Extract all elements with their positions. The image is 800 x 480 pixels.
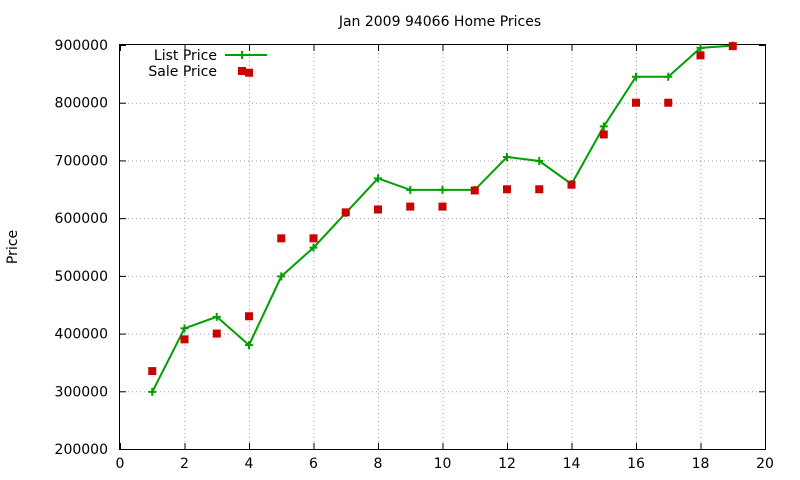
sale-price-point	[696, 51, 705, 60]
list-price-point	[180, 324, 189, 333]
x-tick-label: 4	[245, 456, 254, 472]
sale-price-point	[664, 98, 673, 107]
list-price-point	[245, 341, 253, 350]
list-price-point	[277, 272, 286, 281]
plot-frame	[119, 44, 766, 450]
list-price-point	[503, 152, 511, 161]
sale-price-point	[438, 202, 447, 211]
sale-price-point	[374, 205, 382, 214]
x-tick-label: 20	[756, 456, 774, 472]
list-price-point	[535, 157, 544, 166]
legend-marker-list-price	[238, 51, 246, 59]
y-axis-label: Price	[5, 230, 21, 264]
grid	[120, 45, 765, 449]
sale-price-point	[245, 312, 253, 321]
x-tick-label: 16	[627, 456, 645, 472]
list-price-point	[599, 122, 608, 131]
x-tick-label: 2	[180, 456, 189, 472]
chart-title: Jan 2009 94066 Home Prices	[338, 14, 541, 30]
sale-price-point	[341, 208, 350, 217]
sale-price-point	[212, 329, 221, 338]
legend-label-sale-price: Sale Price	[148, 64, 217, 80]
list-price-point	[309, 243, 318, 252]
list-price-point	[374, 174, 382, 183]
sale-price-point	[535, 185, 544, 194]
list-price-point	[438, 185, 447, 194]
sale-price-point	[599, 130, 608, 139]
y-axis-tick-labels: 200000 300000 400000 500000 600000 700000 8000…	[55, 38, 108, 458]
sale-price-point	[277, 234, 286, 243]
legend-label-list-price: List Price	[154, 48, 217, 64]
list-price-point	[148, 387, 157, 396]
sale-price-point	[245, 68, 253, 77]
sale-price-point	[148, 367, 157, 376]
list-price-point	[696, 43, 705, 52]
sale-price-point	[406, 202, 415, 211]
y-tick-label: 800000	[55, 96, 108, 112]
list-price-point	[212, 312, 221, 321]
sale-price-point	[632, 98, 640, 107]
y-tick-label: 400000	[55, 327, 108, 343]
y-tick-label: 700000	[55, 153, 108, 169]
list-price-point	[664, 72, 673, 81]
x-axis-tick-labels: 0 2 4 6 8 10 12 14 16 18 20	[116, 456, 774, 472]
y-tick-label: 600000	[55, 211, 108, 227]
sale-price-point	[180, 335, 189, 344]
sale-price-point	[309, 234, 318, 243]
y-tick-label: 300000	[55, 384, 108, 400]
sale-price-point	[567, 180, 576, 189]
x-tick-label: 12	[498, 456, 516, 472]
sale-price-point	[503, 185, 511, 194]
x-tick-label: 6	[309, 456, 318, 472]
y-tick-label: 900000	[55, 38, 108, 54]
x-tick-label: 8	[374, 456, 383, 472]
legend: List Price Sale Price	[148, 48, 267, 80]
list-price-point	[632, 72, 640, 81]
x-tick-label: 18	[692, 456, 710, 472]
x-tick-label: 10	[434, 456, 452, 472]
legend-marker-sale-price	[238, 67, 246, 75]
series	[148, 41, 737, 396]
list-price-point	[406, 185, 415, 194]
sale-price-point	[470, 186, 479, 195]
x-tick-label: 0	[116, 456, 125, 472]
x-tick-label: 14	[563, 456, 581, 472]
y-tick-label: 500000	[55, 269, 108, 285]
sale-price-point	[728, 42, 737, 51]
y-tick-label: 200000	[55, 442, 108, 458]
